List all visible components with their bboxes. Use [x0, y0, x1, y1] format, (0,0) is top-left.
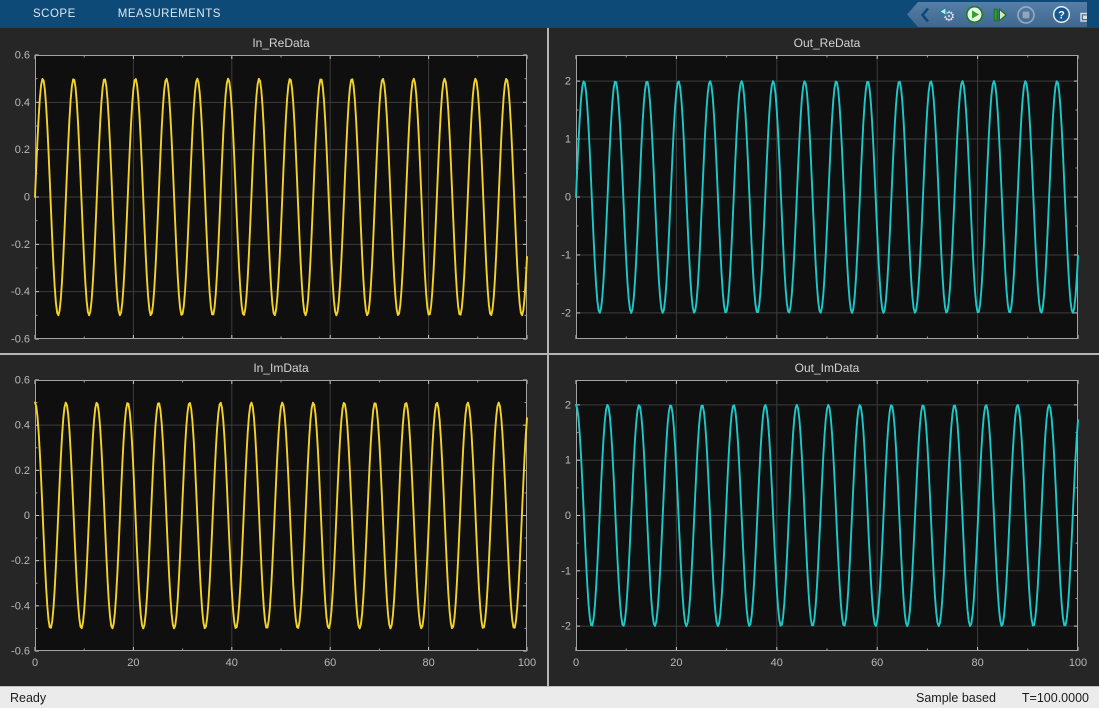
- plot-canvas-out-imdata: -2-1012020406080100: [549, 354, 1099, 686]
- svg-text:2: 2: [565, 76, 571, 88]
- svg-text:-0.6: -0.6: [11, 334, 30, 346]
- stop-circle-icon: [1016, 5, 1036, 25]
- svg-text:-1: -1: [561, 249, 571, 261]
- svg-text:1: 1: [565, 134, 571, 146]
- run-button[interactable]: [965, 3, 984, 26]
- scope-display-area: In_ReData -0.6-0.4-0.200.20.40.6 Out_ReD…: [0, 28, 1099, 686]
- svg-text:60: 60: [871, 657, 883, 669]
- pop-out-window-icon: [1078, 6, 1096, 24]
- plot-canvas-out-redata: -2 -1 0 1 2: [549, 28, 1099, 354]
- tab-scope[interactable]: SCOPE: [12, 0, 97, 28]
- scope-display-in-imdata[interactable]: In_ImData -0.6-0.4-0.200.20.40.602040608…: [0, 354, 547, 686]
- svg-text:0: 0: [573, 657, 579, 669]
- svg-text:-2: -2: [561, 307, 571, 319]
- svg-text:2: 2: [565, 399, 571, 411]
- svg-text:0.4: 0.4: [15, 97, 30, 109]
- svg-text:20: 20: [127, 657, 139, 669]
- status-state: Ready: [10, 691, 46, 705]
- pop-out-button[interactable]: [1078, 3, 1096, 26]
- svg-text:60: 60: [324, 657, 336, 669]
- svg-text:-1: -1: [561, 565, 571, 577]
- svg-text:0: 0: [24, 192, 30, 204]
- plot-canvas-in-redata: -0.6 -0.4 -0.2 0 0.2 0.4 0.6: [0, 28, 547, 354]
- help-button[interactable]: ?: [1052, 3, 1071, 26]
- svg-text:?: ?: [1058, 10, 1065, 22]
- svg-text:80: 80: [971, 657, 983, 669]
- svg-text:0.2: 0.2: [15, 144, 30, 156]
- scope-window: SCOPE MEASUREMENTS ⚙: [0, 0, 1099, 708]
- plot-canvas-in-imdata: -0.6 -0.4 -0.2 0 0.2 0.4 0.6 0 20 40 60 80 100: [0, 354, 547, 686]
- svg-text:20: 20: [670, 657, 682, 669]
- svg-text:40: 40: [226, 657, 238, 669]
- svg-text:-2: -2: [561, 621, 571, 633]
- status-sim-time: T=100.0000: [1022, 691, 1089, 705]
- step-forward-button[interactable]: [991, 3, 1009, 26]
- svg-text:0: 0: [565, 192, 571, 204]
- svg-text:0.6: 0.6: [15, 375, 30, 387]
- svg-text:-0.4: -0.4: [11, 600, 30, 612]
- step-forward-icon: [991, 6, 1009, 24]
- svg-text:0: 0: [565, 510, 571, 522]
- svg-text:0.2: 0.2: [15, 465, 30, 477]
- status-sample-mode: Sample based: [916, 691, 996, 705]
- collapse-toolstrip-icon[interactable]: [920, 3, 930, 26]
- scope-display-out-redata[interactable]: Out_ReData -2-1012: [549, 28, 1099, 354]
- display-divider-horizontal: [0, 353, 1099, 355]
- play-circle-icon: [965, 5, 984, 24]
- svg-text:0: 0: [32, 657, 38, 669]
- svg-text:100: 100: [1069, 657, 1087, 669]
- svg-text:-0.6: -0.6: [11, 646, 30, 658]
- display-divider-vertical: [547, 28, 549, 686]
- question-mark-icon: ?: [1052, 5, 1071, 24]
- toolstrip: SCOPE MEASUREMENTS ⚙: [0, 0, 1099, 28]
- scope-display-out-imdata[interactable]: Out_ImData -2-1012020406080100: [549, 354, 1099, 686]
- svg-text:0.4: 0.4: [15, 420, 30, 432]
- step-settings-button[interactable]: ⚙: [937, 3, 958, 26]
- quick-access-toolbar: ⚙: [907, 2, 1087, 27]
- svg-text:-0.2: -0.2: [11, 239, 30, 251]
- svg-text:80: 80: [422, 657, 434, 669]
- svg-text:100: 100: [518, 657, 536, 669]
- status-bar: Ready Sample based T=100.0000: [0, 686, 1099, 708]
- scope-display-in-redata[interactable]: In_ReData -0.6-0.4-0.200.20.40.6: [0, 28, 547, 354]
- svg-text:0: 0: [24, 510, 30, 522]
- svg-text:-0.2: -0.2: [11, 555, 30, 567]
- stop-button[interactable]: [1016, 3, 1036, 26]
- tab-measurements[interactable]: MEASUREMENTS: [97, 0, 242, 28]
- svg-text:-0.4: -0.4: [11, 286, 30, 298]
- svg-text:40: 40: [771, 657, 783, 669]
- svg-text:1: 1: [565, 455, 571, 467]
- svg-text:0.6: 0.6: [15, 50, 30, 62]
